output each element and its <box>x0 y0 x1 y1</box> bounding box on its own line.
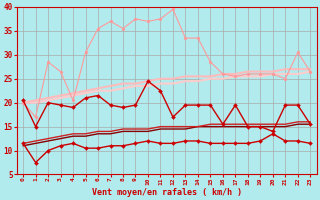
X-axis label: Vent moyen/en rafales ( km/h ): Vent moyen/en rafales ( km/h ) <box>92 188 242 197</box>
